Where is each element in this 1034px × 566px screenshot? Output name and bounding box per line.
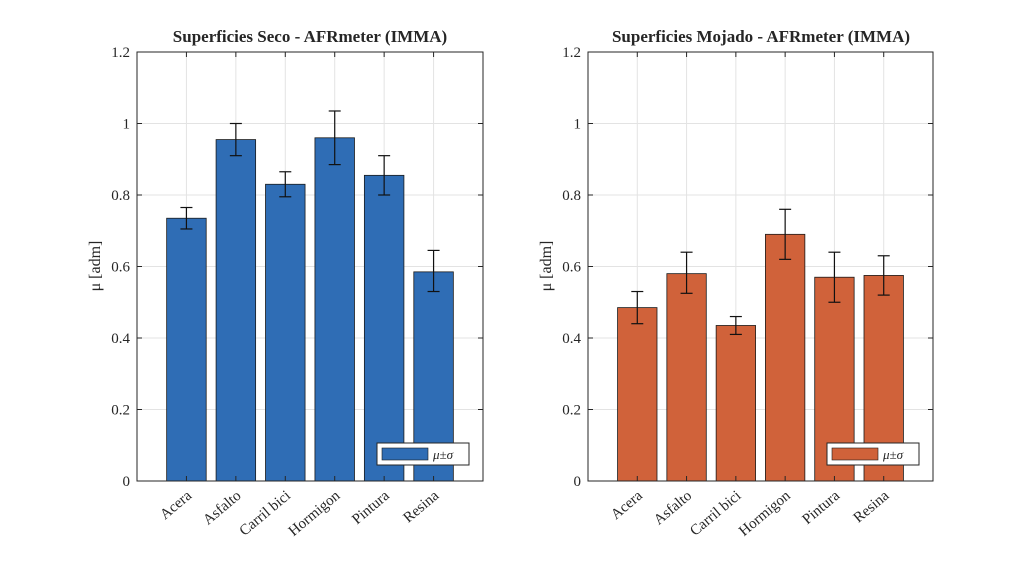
y-tick-label: 0.8 — [562, 188, 581, 204]
y-tick-label: 1 — [574, 117, 582, 133]
y-tick-label: 0.4 — [562, 331, 581, 347]
y-tick-label: 0.8 — [111, 188, 130, 204]
bar — [666, 273, 707, 482]
x-tick-label: Hormigon — [286, 487, 344, 539]
bar — [765, 233, 806, 482]
y-axis-label: μ [adm] — [538, 241, 555, 292]
chart-title: Superficies Mojado - AFRmeter (IMMA) — [612, 27, 910, 46]
y-tick-label: 1.2 — [111, 45, 130, 61]
x-tick-label: Hormigon — [736, 487, 794, 539]
bar — [166, 217, 207, 482]
legend-swatch — [831, 447, 879, 461]
legend-label: μ±σ — [432, 447, 454, 462]
x-tick-label: Pintura — [349, 488, 393, 528]
x-tick-label: Resina — [851, 488, 893, 527]
y-tick-label: 1 — [123, 117, 131, 133]
bar — [265, 183, 306, 482]
y-tick-label: 1.2 — [562, 45, 581, 61]
x-tick-label: Resina — [401, 488, 443, 527]
legend: μ±σ — [826, 442, 920, 466]
bar — [715, 325, 756, 482]
x-tick-label: Asfalto — [651, 488, 695, 529]
x-tick-label: Pintura — [800, 488, 844, 528]
y-tick-label: 0 — [574, 474, 582, 490]
y-tick-label: 0.6 — [111, 260, 130, 276]
chart-mojado: Superficies Mojado - AFRmeter (IMMA) μ [… — [538, 27, 934, 540]
y-tick-label: 0.4 — [111, 331, 130, 347]
bar — [314, 137, 355, 482]
legend-label: μ±σ — [882, 447, 904, 462]
legend-swatch — [381, 447, 429, 461]
x-tick-label: Asfalto — [200, 488, 244, 529]
y-tick-label: 0.2 — [562, 403, 581, 419]
y-tick-label: 0.6 — [562, 260, 581, 276]
legend: μ±σ — [376, 442, 470, 466]
x-tick-label: Acera — [608, 488, 646, 523]
bar — [363, 174, 405, 482]
chart-title: Superficies Seco - AFRmeter (IMMA) — [173, 27, 447, 46]
chart-seco: Superficies Seco - AFRmeter (IMMA) μ [ad… — [87, 27, 484, 540]
y-tick-label: 0 — [123, 474, 131, 490]
x-tick-label: Carril bici — [687, 488, 744, 540]
y-axis-label: μ [adm] — [87, 241, 104, 292]
y-tick-label: 0.2 — [111, 403, 130, 419]
x-tick-label: Carril bici — [237, 488, 294, 540]
bar — [617, 307, 658, 482]
bar — [215, 139, 257, 482]
x-tick-label: Acera — [157, 488, 195, 523]
